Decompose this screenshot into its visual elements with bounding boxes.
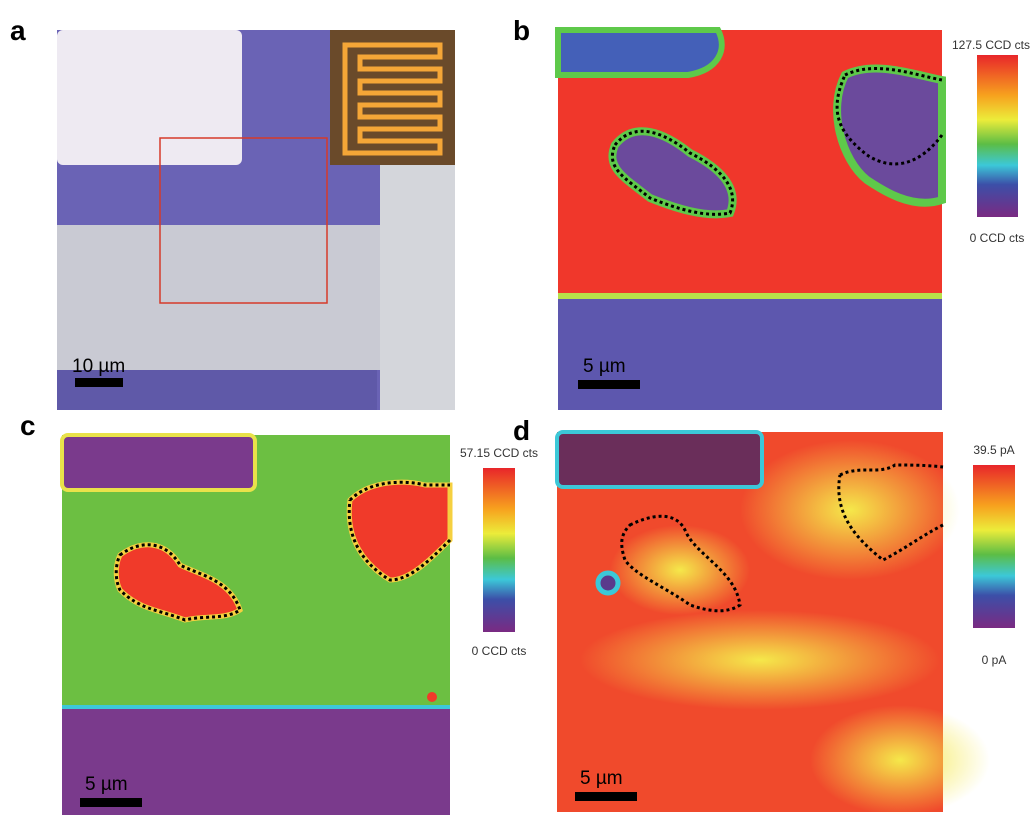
- panel-label: b: [513, 15, 530, 46]
- colorbar-max: 127.5 CCD cts: [952, 38, 1030, 52]
- figure: a b c d 10 µm 5 µm 5 µm 5 µm 127.5 CCD c…: [0, 0, 1035, 819]
- panel-label: a: [10, 15, 26, 46]
- colorbar-max: 39.5 pA: [973, 443, 1014, 457]
- panel-b-image: [558, 30, 942, 410]
- colorbar-min: 0 pA: [982, 653, 1007, 667]
- scale-bar-label: 5 µm: [580, 768, 623, 789]
- scale-bar-label: 5 µm: [583, 356, 626, 377]
- panel-label: c: [20, 410, 36, 441]
- colorbar-min: 0 CCD cts: [472, 644, 527, 658]
- scale-bar-label: 10 µm: [72, 356, 125, 377]
- colorbar-min: 0 CCD cts: [970, 231, 1025, 245]
- colorbar: [973, 465, 1015, 628]
- colorbar: [483, 468, 515, 632]
- colorbar-max: 57.15 CCD cts: [460, 446, 538, 460]
- panel-c-image: [62, 435, 450, 815]
- panel-d-image: [557, 432, 990, 815]
- scale-bar-label: 5 µm: [85, 774, 128, 795]
- panel-a-image: [57, 30, 455, 410]
- panel-label: d: [513, 415, 530, 446]
- colorbar: [977, 55, 1018, 217]
